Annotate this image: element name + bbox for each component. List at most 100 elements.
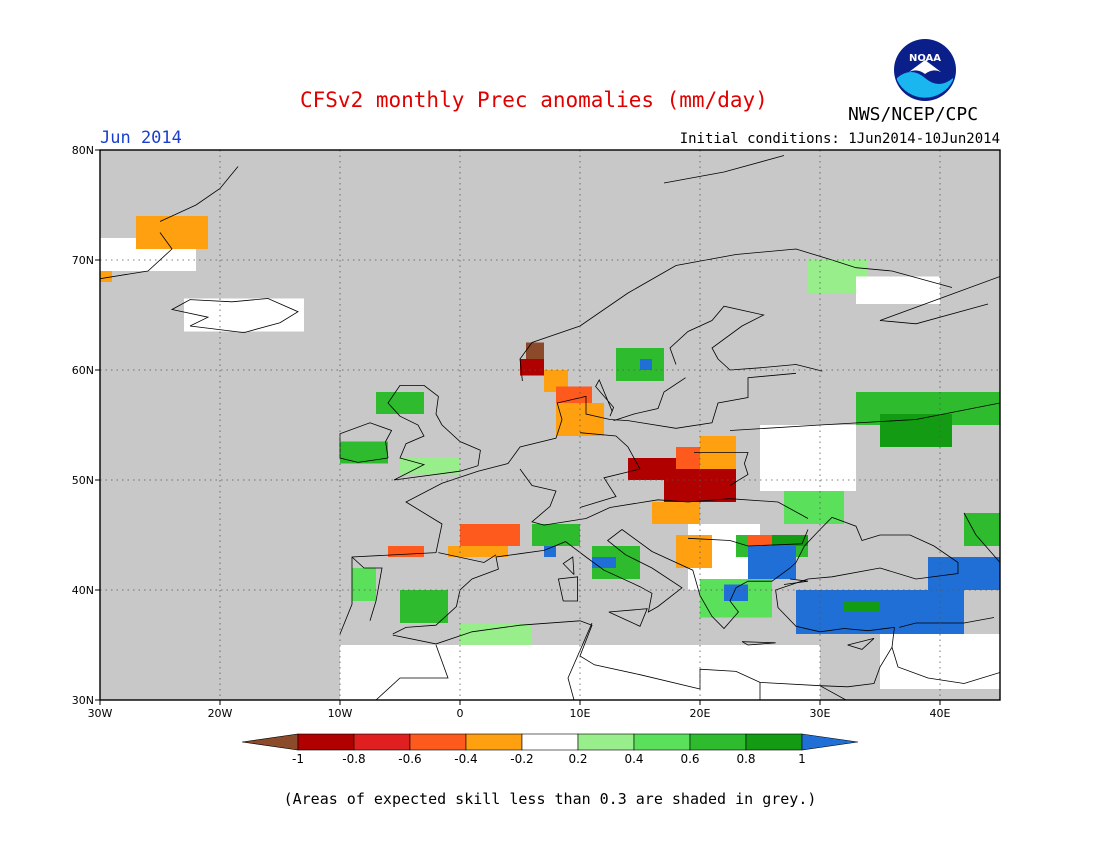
tick-label-lon: 20W: [208, 707, 233, 720]
coastline: [595, 378, 615, 417]
coastline: [562, 556, 575, 575]
anomaly-italy-blue: [592, 557, 616, 568]
anomaly-russia-green-block: [880, 414, 952, 447]
colorbar-segment: [521, 733, 579, 751]
anomaly-iceland-region: [184, 298, 304, 332]
anomaly-romania-red: [748, 535, 772, 546]
coastline: [519, 468, 809, 526]
colorbar-label: -0.2: [510, 752, 533, 766]
noaa-logo: NOAA: [894, 39, 956, 101]
coastline: [687, 529, 809, 547]
anomaly-scotland-green: [376, 392, 424, 414]
coastline: [387, 384, 481, 481]
coastline: [170, 298, 299, 334]
agency-label: NWS/NCEP/CPC: [848, 104, 979, 125]
colorbar-segment: [745, 733, 803, 751]
coastline: [438, 552, 497, 563]
anomaly-bulgaria-blue: [748, 546, 796, 579]
colorbar-segment: [689, 733, 747, 751]
anomaly-turkey-green: [844, 601, 880, 612]
coastline: [669, 305, 823, 372]
tick-label-lon: 30E: [810, 707, 831, 720]
initial-conditions: Initial conditions: 1Jun2014-10Jun2014: [679, 131, 1000, 147]
tick-label-lon: 10E: [570, 707, 591, 720]
coastline: [663, 155, 785, 184]
colorbar-arrow-low: [241, 733, 299, 751]
coastline: [557, 576, 578, 602]
anomaly-france-orange: [448, 546, 508, 557]
coastline: [741, 641, 776, 646]
tick-label-lat: 70N: [72, 254, 94, 267]
anomaly-portugal-green: [352, 568, 376, 601]
colorbar-segment: [577, 733, 635, 751]
colorbar-label: 0.8: [736, 752, 755, 766]
coastline: [729, 402, 1000, 431]
tick-label-lon: 40E: [930, 707, 951, 720]
tick-label-lon: 30W: [88, 707, 113, 720]
coastline: [783, 578, 809, 585]
coastline: [608, 608, 648, 627]
coastline: [694, 452, 749, 486]
coastline: [159, 166, 239, 222]
anomaly-alps-green: [532, 524, 580, 546]
anomaly-denmark-red: [556, 386, 592, 403]
coastline: [879, 276, 1000, 325]
tick-label-lon: 20E: [690, 707, 711, 720]
anomaly-balkans-orange: [676, 535, 712, 568]
coastline: [375, 644, 449, 700]
anomaly-austria-orange: [652, 502, 700, 524]
anomaly-norway-darkred: [520, 359, 544, 376]
anomaly-spain-red: [388, 546, 424, 557]
coastline: [613, 377, 686, 421]
colorbar-label: -1: [292, 752, 304, 766]
noaa-logo-text: NOAA: [909, 53, 941, 64]
anomaly-spain-green: [400, 590, 448, 623]
coastline: [847, 638, 875, 650]
colorbar-label: 1: [798, 752, 806, 766]
coastline: [339, 422, 393, 463]
colorbar-arrow-high: [801, 733, 859, 751]
colorbar-label: 0.4: [624, 752, 643, 766]
anomaly-caucasus-blue: [928, 557, 1000, 590]
colorbar-label: 0.2: [568, 752, 587, 766]
colorbar-segment: [353, 733, 411, 751]
tick-label-lon: 0: [457, 707, 464, 720]
anomaly-sweden-blue: [640, 359, 652, 370]
colorbar-label: -0.8: [342, 752, 365, 766]
colorbar-segment: [465, 733, 523, 751]
coastline: [963, 512, 1000, 563]
anomaly-northafrica-green: [460, 623, 532, 645]
anomaly-ukraine-green: [784, 491, 844, 524]
coastline: [351, 556, 383, 621]
colorbar-label: -0.6: [398, 752, 421, 766]
anomaly-romania-darkgreen: [760, 535, 808, 546]
tick-label-lat: 30N: [72, 694, 94, 707]
coastline: [579, 432, 641, 508]
colorbar-segment: [297, 733, 355, 751]
skill-footnote: (Areas of expected skill less than 0.3 a…: [283, 790, 817, 808]
anomaly-france-red: [460, 524, 520, 546]
colorbar-segment: [409, 733, 467, 751]
coastline: [100, 232, 173, 280]
map-title: CFSv2 monthly Prec anomalies (mm/day): [300, 88, 768, 112]
anomaly-russia-white: [760, 425, 856, 491]
anomaly-greece-blue: [724, 584, 748, 601]
map-frame: [99, 149, 1001, 701]
anomaly-caucasus-green: [964, 513, 1000, 546]
tick-label-lat: 50N: [72, 474, 94, 487]
anomaly-norway-brown: [526, 342, 544, 359]
colorbar-label: 0.6: [680, 752, 699, 766]
forecast-month: Jun 2014: [100, 128, 182, 148]
tick-label-lat: 60N: [72, 364, 94, 377]
anomaly-ireland-green: [340, 441, 388, 464]
colorbar-label: -0.4: [454, 752, 477, 766]
coastline: [819, 685, 847, 700]
anomaly-greenland-orange-s: [100, 271, 112, 282]
anomaly-alps-blue: [544, 546, 556, 557]
tick-label-lon: 10W: [328, 707, 353, 720]
tick-label-lat: 40N: [72, 584, 94, 597]
tick-label-lat: 80N: [72, 144, 94, 157]
coastline: [891, 647, 1000, 684]
coastline: [567, 622, 593, 700]
colorbar-segment: [633, 733, 691, 751]
